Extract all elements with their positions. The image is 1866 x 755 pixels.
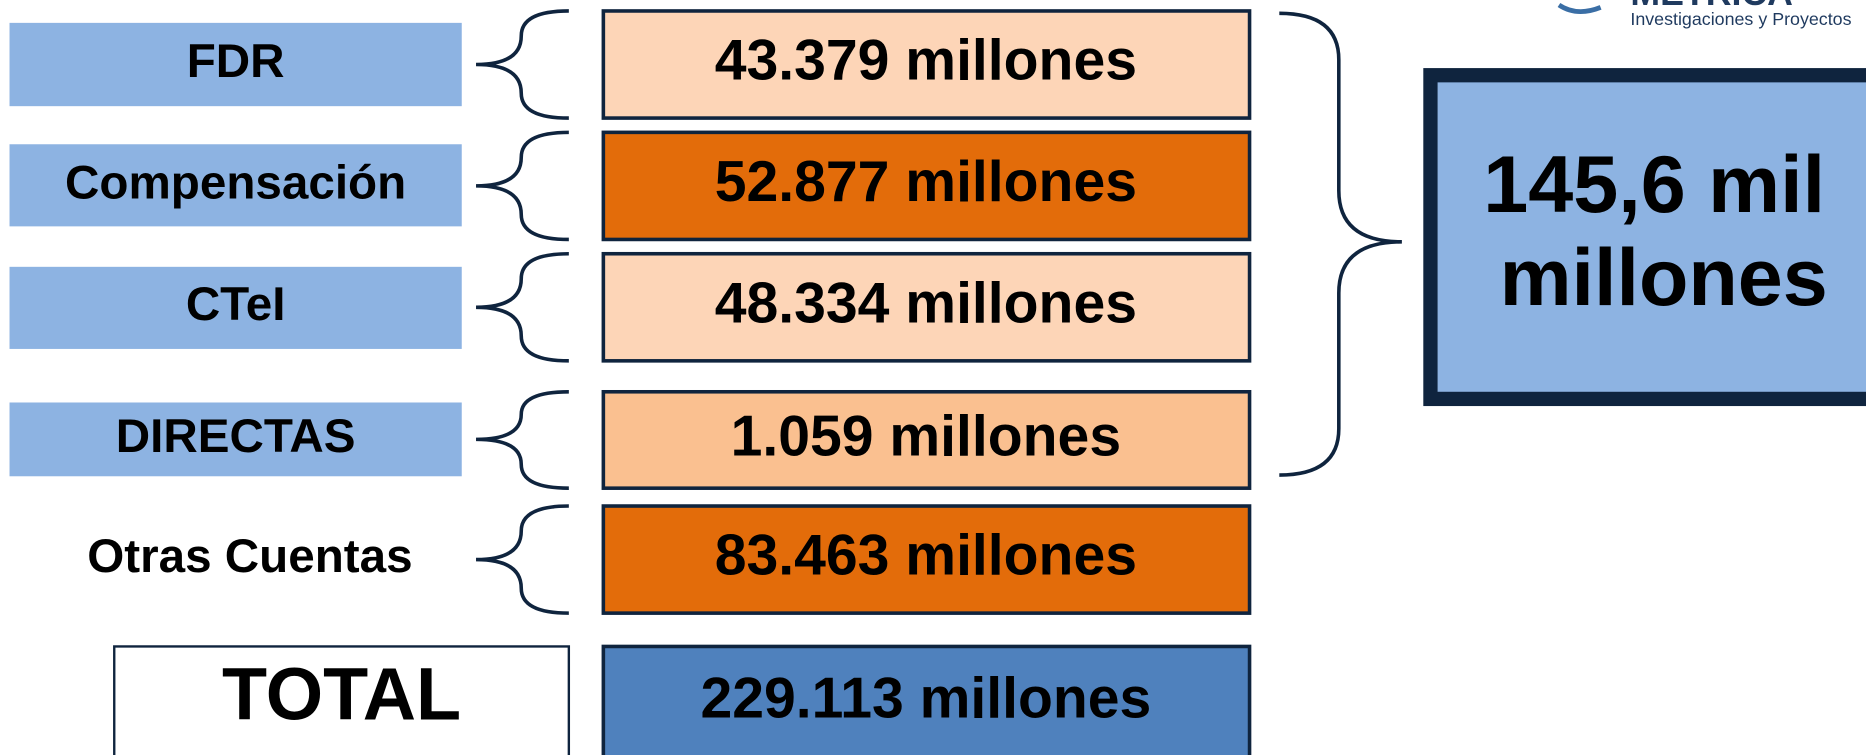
label-box <box>9 402 462 477</box>
brace <box>476 504 569 615</box>
row-label: CTeI <box>186 278 286 331</box>
label-box <box>9 266 462 349</box>
brace <box>476 9 569 120</box>
value-box <box>601 251 1252 363</box>
row-value: 52.877 millones <box>715 150 1137 214</box>
row-label: Otras Cuentas <box>87 530 412 583</box>
value-box <box>601 389 1252 490</box>
row-value: 83.463 millones <box>715 524 1137 588</box>
brace <box>476 251 569 363</box>
value-box <box>601 9 1252 120</box>
label-box <box>9 144 462 227</box>
row-value: 43.379 millones <box>715 29 1137 93</box>
logo-tagline: Investigaciones y Proyectos <box>1630 9 1851 29</box>
summary-text: 145,6 mil <box>1483 140 1825 230</box>
label-box <box>9 22 462 107</box>
row-value: 48.334 millones <box>715 271 1137 335</box>
total-label: TOTAL <box>222 652 461 735</box>
brace <box>476 130 569 242</box>
summary-box <box>1423 68 1866 407</box>
row-value: 1.059 millones <box>731 405 1121 469</box>
logo-name: METRICA <box>1630 0 1793 13</box>
logo-swoosh <box>1557 2 1602 14</box>
total-label-box <box>113 645 571 755</box>
total-value-box <box>601 644 1252 755</box>
brace <box>476 389 569 490</box>
row-label: FDR <box>187 35 285 88</box>
total-value: 229.113 millones <box>700 666 1151 730</box>
logo: METRICA Investigaciones y Proyectos <box>1557 0 1852 29</box>
row-label: DIRECTAS <box>116 410 356 463</box>
big-brace <box>1279 11 1402 477</box>
value-box <box>601 504 1252 615</box>
value-box <box>601 130 1252 242</box>
summary-text: millones <box>1500 233 1828 323</box>
row-label: Compensación <box>65 156 406 209</box>
